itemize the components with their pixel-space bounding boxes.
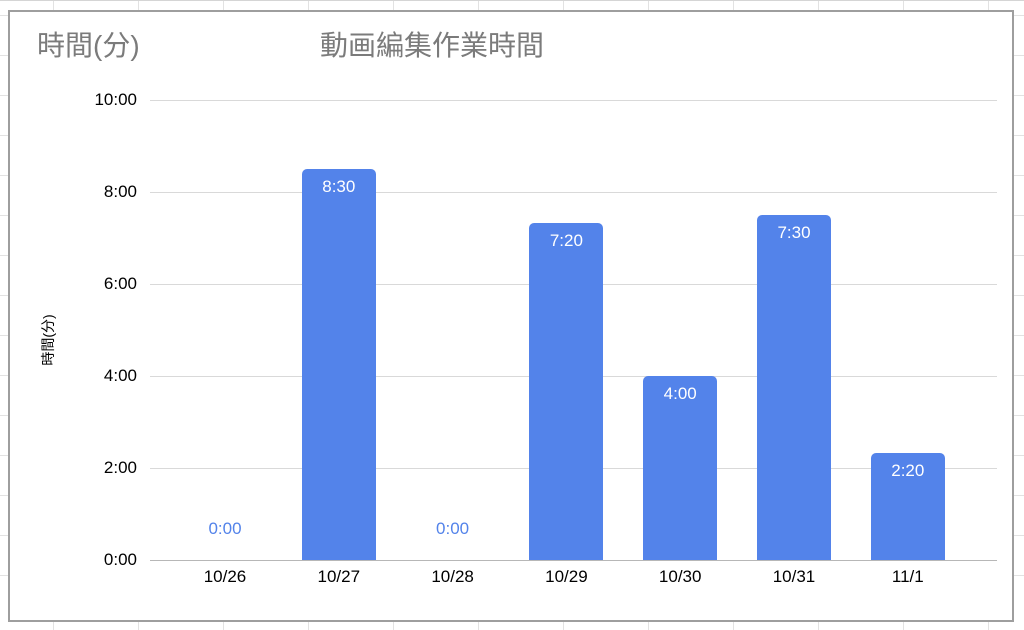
x-tick-label: 10/30 [658, 567, 702, 586]
bar[interactable] [870, 452, 945, 560]
x-tick-label: 10/27 [317, 567, 361, 586]
bar-value-label: 7:20 [549, 230, 583, 250]
zero-value-label: 0:00 [208, 519, 242, 538]
bar[interactable] [643, 376, 718, 560]
x-axis-baseline [150, 560, 997, 561]
y-tick-label: 8:00 [103, 182, 137, 201]
x-tick-label: 10/31 [772, 567, 816, 586]
zero-value-label: 0:00 [436, 519, 470, 538]
vertical-axis-title-top: 時間(分) [37, 30, 140, 61]
bar[interactable] [529, 222, 604, 560]
embedded-chart-card[interactable]: 時間(分) 動画編集作業時間 時間(分) 0:00 2:00 4:00 6:00 8:0… [8, 10, 1014, 622]
y-tick-label: 2:00 [103, 458, 137, 477]
bar-value-label: 4:00 [663, 384, 697, 403]
bar-value-label: 7:30 [777, 223, 811, 242]
y-tick-label: 4:00 [103, 366, 137, 385]
x-tick-label: 10/26 [203, 567, 247, 586]
bar-value-label: 2:20 [891, 460, 925, 480]
plot-area: 0:00 2:00 4:00 6:00 8:00 10:00 0:00 10/26 8:30 10… [10, 12, 1012, 620]
spreadsheet-row-line [0, 0, 1024, 1]
y-tick-label: 10:00 [94, 90, 137, 109]
chart-title: 動画編集作業時間 [320, 30, 545, 61]
gridline [150, 192, 997, 193]
y-tick-label: 0:00 [103, 550, 137, 569]
bar-value-label: 8:30 [322, 177, 356, 196]
x-tick-label: 10/29 [545, 567, 588, 586]
x-tick-label: 10/28 [431, 567, 474, 586]
x-tick-label: 11/1 [891, 567, 924, 586]
gridline [150, 100, 997, 101]
bar[interactable] [757, 215, 831, 560]
bar[interactable] [301, 169, 376, 560]
y-tick-label: 6:00 [103, 274, 137, 293]
